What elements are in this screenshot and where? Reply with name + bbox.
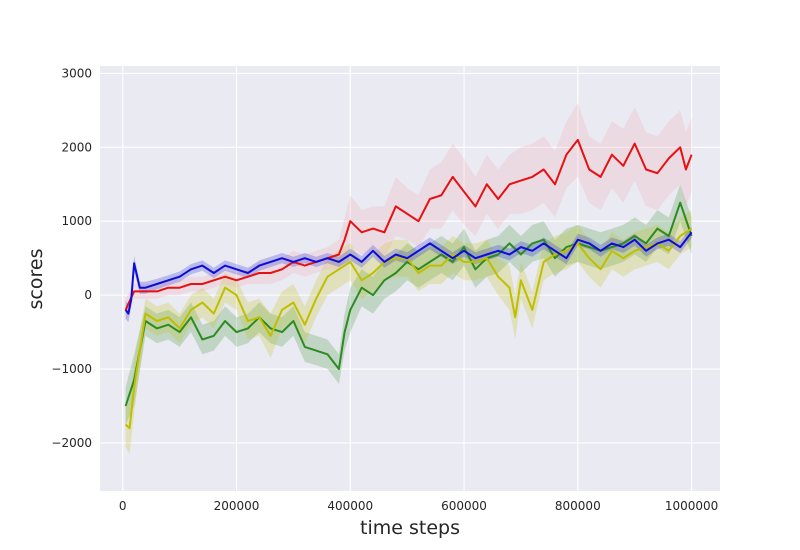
x-tick-label: 1000000 <box>665 499 718 513</box>
x-tick-label: 800000 <box>555 499 601 513</box>
x-tick-label: 400000 <box>327 499 373 513</box>
x-tick-label: 0 <box>119 499 127 513</box>
y-tick-label: −1000 <box>51 362 92 376</box>
y-tick-label: 1000 <box>61 214 92 228</box>
grid-lines <box>100 66 720 491</box>
series-2-line <box>124 138 693 311</box>
x-tick-label: 600000 <box>441 499 487 513</box>
series-1-band <box>125 210 692 454</box>
y-axis-label: scores <box>25 249 47 310</box>
y-tick-label: 0 <box>84 288 92 302</box>
series-3-line <box>124 231 693 315</box>
y-axis-ticks: −2000 −1000 0 1000 2000 3000 <box>51 66 92 450</box>
x-axis-label: time steps <box>360 517 460 539</box>
x-tick-label: 200000 <box>214 499 260 513</box>
series-2-band <box>125 103 692 321</box>
x-axis-ticks: 0 200000 400000 600000 800000 1000000 <box>119 499 718 513</box>
series-0-line <box>124 201 693 407</box>
y-tick-label: −2000 <box>51 436 92 450</box>
y-tick-label: 2000 <box>61 140 92 154</box>
y-tick-label: 3000 <box>61 66 92 80</box>
plot-area <box>100 66 720 491</box>
series-0-band <box>125 184 692 425</box>
series-lines <box>124 138 693 430</box>
